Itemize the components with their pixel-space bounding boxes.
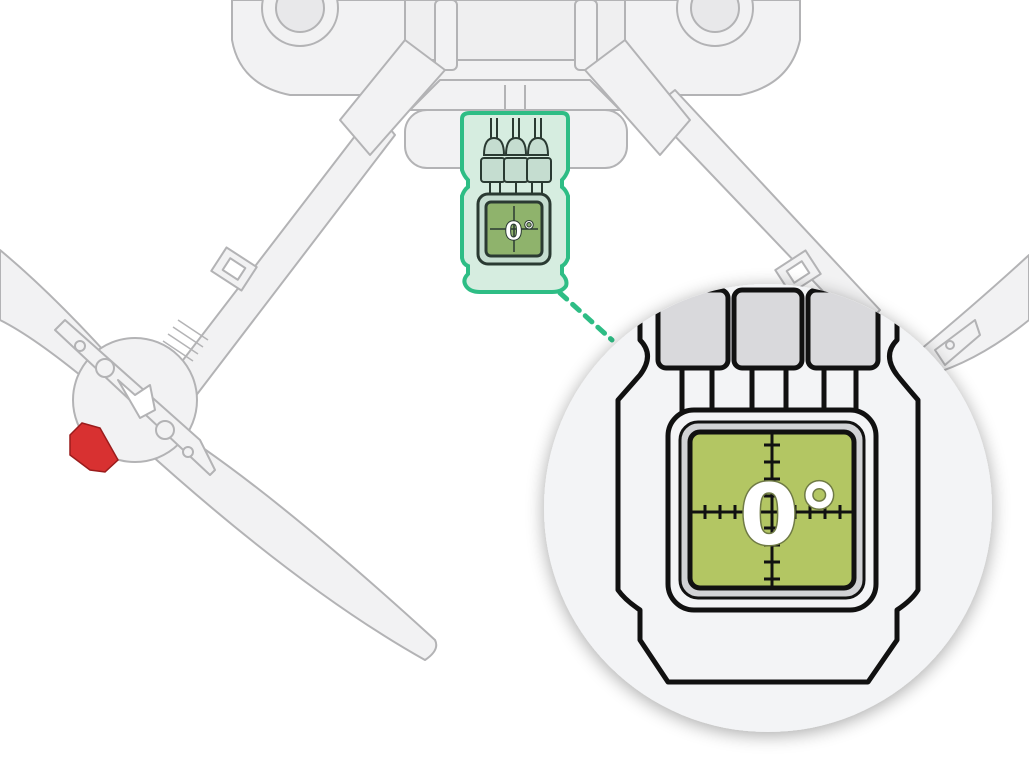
connector-3 bbox=[527, 158, 551, 182]
arm-left bbox=[160, 110, 395, 410]
level-module-highlight: 0° bbox=[462, 113, 568, 292]
connector-1 bbox=[481, 158, 505, 182]
connector-2 bbox=[504, 158, 528, 182]
zoom-angle-readout: 0° bbox=[740, 466, 840, 564]
module-angle-readout: 0° bbox=[504, 217, 535, 247]
zoom-connector-1 bbox=[658, 290, 728, 368]
propeller-right-blade bbox=[920, 255, 1029, 375]
zoom-connector-2 bbox=[734, 290, 802, 368]
zoom-leader-line bbox=[560, 293, 612, 340]
zoom-callout: 0° bbox=[544, 284, 992, 732]
